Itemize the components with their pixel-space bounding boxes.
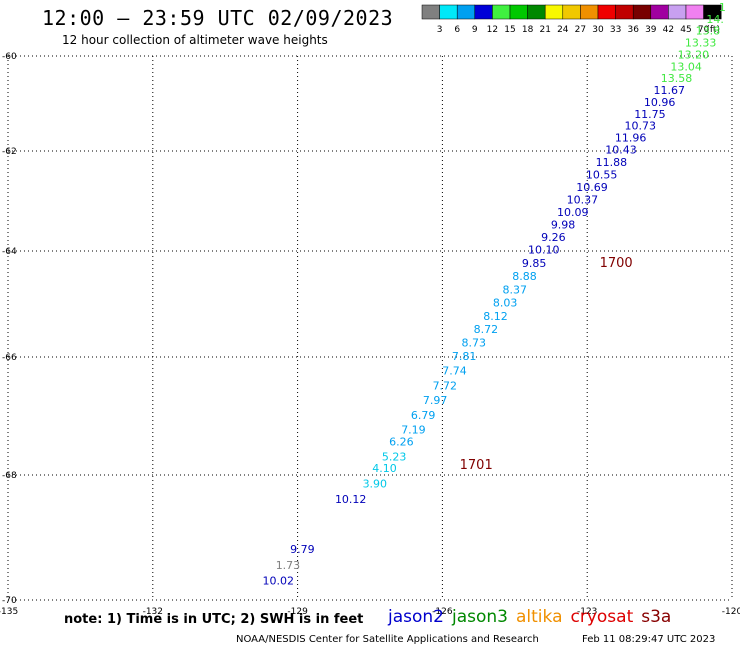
- wave-height-point: 14.: [706, 13, 724, 26]
- wave-height-point: 11.96: [615, 132, 647, 145]
- legend-label: 24: [557, 25, 569, 35]
- chart-subtitle: 12 hour collection of altimeter wave hei…: [62, 33, 328, 47]
- time-label: 1700: [600, 256, 633, 271]
- wave-height-point: 7.97: [423, 394, 448, 407]
- x-tick-label: -132: [143, 607, 163, 617]
- wave-height-point: 13.58: [661, 72, 693, 85]
- wave-height-point: 9.98: [551, 219, 576, 232]
- legend-label: 70: [698, 25, 710, 35]
- wave-height-point: 10.69: [576, 181, 608, 194]
- legend-label: 6: [454, 25, 460, 35]
- wave-height-point: 6.79: [411, 409, 436, 422]
- wave-height-point: 8.03: [493, 297, 518, 310]
- wave-height-point: 10.55: [586, 169, 618, 182]
- wave-height-point: 5.23: [382, 450, 407, 463]
- satellite-name: altika: [516, 607, 563, 627]
- legend-label: 30: [592, 25, 604, 35]
- y-tick-label: -60: [2, 52, 17, 62]
- chart-title: 12:00 – 23:59 UTC 02/09/2023: [42, 6, 394, 30]
- wave-height-point: 10.09: [557, 206, 589, 219]
- legend-swatch: [703, 4, 722, 20]
- wave-height-point: 10.02: [263, 574, 295, 587]
- footer-note: note: 1) Time is in UTC; 2) SWH is in fe…: [64, 612, 364, 627]
- y-tick-label: -70: [2, 596, 17, 606]
- wave-height-point: 8.12: [483, 310, 508, 323]
- legend-label: 9: [472, 25, 478, 35]
- legend-label: 42: [663, 25, 674, 35]
- wave-height-point: 13.8: [696, 25, 721, 38]
- time-label: 1701: [460, 458, 493, 473]
- wave-height-point: 10.43: [605, 144, 637, 157]
- legend-label: 3: [437, 25, 443, 35]
- wave-height-point: 1.73: [276, 559, 301, 572]
- wave-height-point: 7.74: [442, 365, 467, 378]
- satellite-legend: jason2 jason3 altika cryosat s3a: [388, 607, 679, 627]
- legend-label: 15: [504, 25, 515, 35]
- legend-label: 45: [680, 25, 691, 35]
- wave-height-point: 11.67: [654, 84, 686, 97]
- wave-height-point: 10.73: [625, 120, 657, 133]
- wave-height-point: 4.10: [372, 462, 397, 475]
- legend-label: 12: [487, 25, 498, 35]
- wave-height-point: 7.81: [452, 350, 477, 363]
- x-tick-label: -123: [577, 607, 597, 617]
- wave-height-point: 8.88: [512, 270, 537, 283]
- wave-height-point: 13.20: [678, 48, 710, 61]
- wave-height-point: 9.85: [522, 257, 547, 270]
- color-legend: 3 6 9 12 15 18 21 24 27 30 33 36 39 42 45 70(ft): [421, 4, 722, 35]
- wave-height-point: 10.37: [567, 194, 599, 207]
- legend-label: 33: [610, 25, 621, 35]
- wave-height-point: 13.33: [685, 37, 717, 50]
- legend-label: 27: [575, 25, 586, 35]
- legend-label: 36: [627, 25, 639, 35]
- legend-label: 18: [522, 25, 534, 35]
- wave-height-point: 7.72: [433, 379, 458, 392]
- wave-height-point: 11.88: [596, 156, 628, 169]
- legend-label: 21: [539, 25, 550, 35]
- satellite-name: cryosat: [570, 607, 634, 627]
- x-tick-label: -135: [0, 607, 18, 617]
- wave-height-point: 10.12: [335, 493, 367, 506]
- y-tick-label: -68: [2, 471, 17, 481]
- satellite-name: jason3: [452, 607, 508, 627]
- y-tick-label: -64: [2, 247, 17, 257]
- wave-height-point: 11.75: [634, 108, 666, 121]
- credit-line: NOAA/NESDIS Center for Satellite Applica…: [236, 634, 539, 645]
- generation-timestamp: Feb 11 08:29:47 UTC 2023: [582, 634, 716, 645]
- wave-height-point: 6.26: [389, 436, 414, 449]
- legend-label: 39: [645, 25, 657, 35]
- satellite-name: s3a: [641, 607, 672, 627]
- y-tick-label: -66: [2, 353, 17, 363]
- wave-height-point: 7.19: [401, 424, 426, 437]
- wave-height-point: 10.10: [528, 244, 560, 257]
- x-tick-label: -120: [722, 607, 740, 617]
- x-tick-label: -126: [432, 607, 453, 617]
- wave-height-point: 1: [719, 1, 726, 14]
- wave-height-point: 8.72: [474, 323, 499, 336]
- y-tick-label: -62: [2, 147, 17, 157]
- wave-height-point: 9.79: [290, 543, 315, 556]
- wave-height-point: 13.04: [670, 60, 702, 73]
- satellite-name: jason2: [388, 607, 444, 627]
- wave-height-point: 3.90: [363, 478, 388, 491]
- wave-height-point: 9.26: [541, 231, 566, 244]
- legend-unit: (ft): [706, 25, 720, 35]
- wave-height-point: 8.37: [503, 283, 528, 296]
- wave-height-point: 8.73: [462, 336, 487, 349]
- x-tick-label: -129: [287, 607, 308, 617]
- wave-height-point: 10.96: [644, 96, 676, 109]
